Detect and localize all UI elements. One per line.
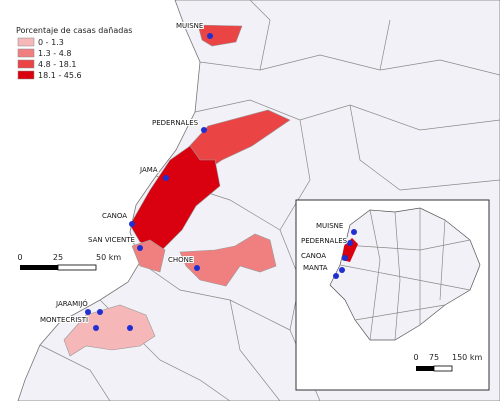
inset-scale-label: 0: [413, 353, 418, 362]
legend-label: 1.3 - 4.8: [38, 49, 71, 58]
place-label: MUISNE: [176, 22, 203, 30]
inset: [295, 199, 490, 391]
place-label: JARAMIJÓ: [55, 299, 88, 308]
scale-label: 25: [53, 253, 63, 262]
legend-swatch: [17, 59, 35, 69]
inset-place-label: MANTA: [303, 264, 328, 272]
legend-swatch: [17, 70, 35, 80]
place-label: SAN VICENTE: [88, 236, 135, 244]
place-label: JAMA: [139, 166, 158, 174]
region-jama-canoa: [129, 145, 221, 251]
inset-scale-label: 150 km: [452, 353, 482, 362]
legend-swatch: [17, 37, 35, 47]
inset-place-label: PEDERNALES: [301, 237, 348, 245]
legend-title: Porcentaje de casas dañadas: [16, 26, 132, 35]
scale-bar: [57, 264, 97, 271]
place-label: MONTECRISTI: [40, 316, 88, 324]
region-muisne: [197, 24, 243, 47]
inset-place-label: MUISNE: [316, 222, 343, 230]
inset-place-label: CANOA: [301, 252, 326, 260]
legend-label: 18.1 - 45.6: [38, 71, 82, 80]
place-label: PEDERNALES: [152, 119, 199, 127]
legend-label: 0 - 1.3: [38, 38, 64, 47]
scale-bar: [20, 265, 58, 270]
inset-scale-bar: [433, 365, 453, 372]
inset-scale-label: 75: [429, 353, 439, 362]
region-chone: [179, 233, 277, 287]
region-montecristi: [63, 304, 156, 357]
inset-scale-bar: [416, 366, 434, 371]
place-dots: [85, 33, 213, 331]
scale-label: 50 km: [96, 253, 121, 262]
place-label: CANOA: [102, 212, 127, 220]
scale-label: 0: [17, 253, 22, 262]
place-label: CHONE: [168, 256, 193, 264]
legend-label: 4.8 - 18.1: [38, 60, 77, 69]
legend-swatch: [17, 48, 35, 58]
